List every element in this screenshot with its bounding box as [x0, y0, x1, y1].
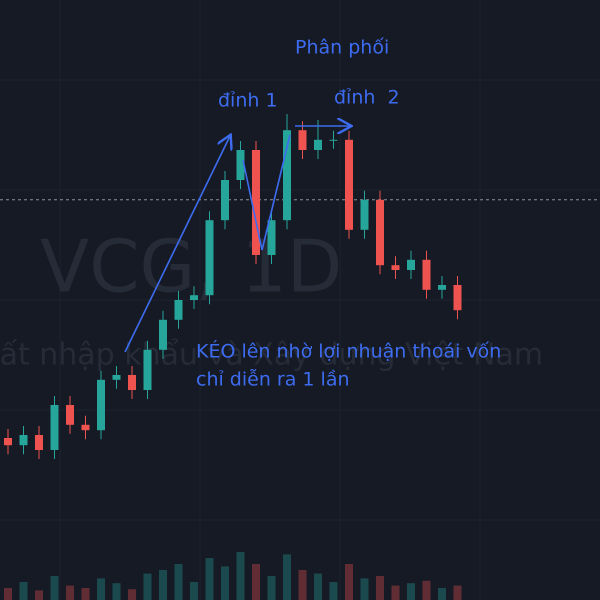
candle-body: [376, 199, 384, 266]
volume-bar: [35, 590, 43, 600]
volume-bar: [159, 570, 167, 600]
volume-bar: [4, 588, 12, 600]
watermark: VCG, 1D: [40, 225, 342, 309]
candle-body: [407, 259, 415, 270]
candle-body: [453, 285, 462, 311]
candle-body: [221, 180, 229, 221]
candle-body: [97, 379, 105, 431]
candle-body: [283, 130, 291, 221]
candle-body: [252, 150, 260, 255]
candle-body: [360, 199, 369, 230]
volume-bar: [221, 566, 229, 600]
volume-bar: [283, 554, 291, 600]
candle-body: [329, 139, 338, 141]
volume-bar: [407, 583, 415, 600]
volume-bar: [19, 582, 28, 600]
candle-body: [174, 300, 183, 320]
volume-bar: [422, 580, 431, 600]
candle-body: [19, 435, 28, 446]
watermark-name: Xuất nhập khẩu và Xây dựng Việt Nam: [0, 337, 543, 373]
volume-bar: [267, 576, 276, 600]
volume-bar: [453, 585, 462, 600]
volume-bar: [174, 564, 183, 600]
volume-bar: [128, 589, 136, 600]
volume-bar: [391, 585, 400, 600]
volume-bar: [298, 570, 307, 600]
volume-bar: [438, 588, 446, 600]
candle-body: [128, 375, 136, 390]
volume-bar: [143, 573, 152, 600]
volume-bar: [81, 588, 90, 600]
volume-bar: [190, 582, 198, 600]
annotation: KÉO lên nhờ lợi nhuận thoái vốn: [196, 340, 501, 363]
volume-bar: [112, 583, 121, 600]
volume-bar: [345, 564, 353, 600]
volume-bar: [376, 576, 384, 600]
candle-body: [298, 130, 307, 150]
annotation: chỉ diễn ra 1 lần: [196, 368, 350, 391]
candle-body: [391, 265, 400, 270]
candle-body: [267, 220, 276, 255]
volume-bar: [97, 578, 105, 600]
volume-bar: [236, 552, 245, 600]
annotation: Phân phối: [295, 37, 389, 59]
candle-body: [66, 405, 74, 425]
candle-body: [159, 319, 167, 350]
candle-body: [345, 139, 353, 230]
volume-bar: [50, 576, 59, 600]
candle-body: [143, 349, 152, 390]
plot: [0, 114, 600, 600]
candle-body: [422, 259, 431, 290]
candle-body: [314, 139, 322, 150]
annotation: đỉnh 1: [218, 90, 278, 112]
volume-bar: [66, 585, 74, 600]
volume-bar: [360, 578, 369, 600]
arrows: [124, 126, 350, 353]
candle-body: [50, 405, 59, 450]
candle-body: [190, 295, 198, 300]
candle-body: [81, 424, 90, 431]
volume-bar: [314, 573, 322, 600]
candle-body: [35, 435, 43, 450]
candle-body: [438, 285, 446, 290]
volume-bar: [329, 582, 338, 600]
annotation: đỉnh 2: [334, 87, 400, 109]
candle-body: [112, 375, 121, 380]
candle-body: [205, 220, 214, 296]
candle-body: [236, 150, 245, 180]
volume-bar: [205, 558, 214, 600]
candle-body: [4, 438, 12, 446]
volume-bar: [252, 564, 260, 600]
